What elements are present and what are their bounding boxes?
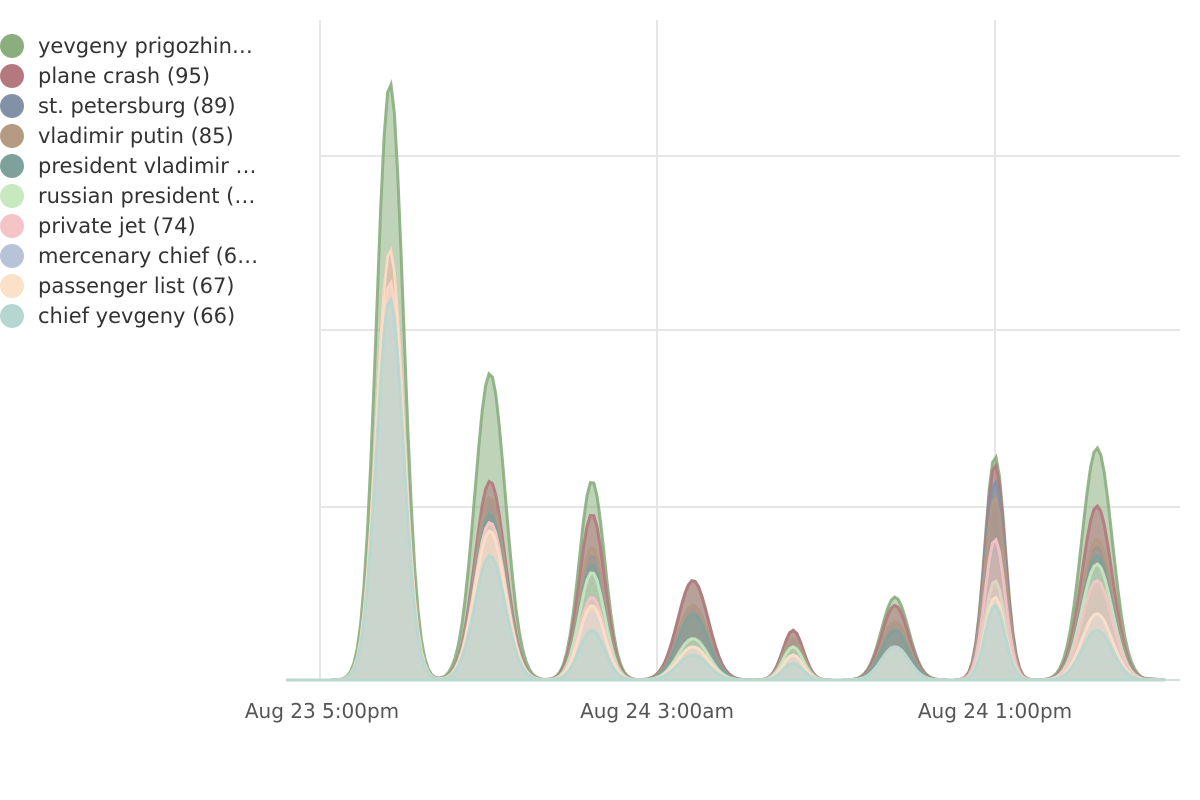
x-tick-label: Aug 24 1:00pm (918, 699, 1072, 723)
legend-swatch-icon (0, 274, 24, 298)
legend-swatch-icon (0, 244, 24, 268)
grid-lines (310, 20, 1180, 681)
legend-item[interactable]: chief yevgeny (66) (0, 301, 290, 331)
legend-swatch-icon (0, 34, 24, 58)
legend-item[interactable]: russian president (… (0, 181, 290, 211)
series-areas (286, 79, 1166, 682)
legend-item[interactable]: st. petersburg (89) (0, 91, 290, 121)
legend-swatch-icon (0, 184, 24, 208)
series-area-9[interactable] (286, 295, 1166, 682)
legend-swatch-icon (0, 94, 24, 118)
legend-item[interactable]: vladimir putin (85) (0, 121, 290, 151)
x-axis: Aug 23 5:00pm Aug 24 3:00am Aug 24 1:00pm (245, 699, 1072, 723)
legend-item[interactable]: president vladimir … (0, 151, 290, 181)
legend-item[interactable]: mercenary chief (6… (0, 241, 290, 271)
legend-item[interactable]: plane crash (95) (0, 61, 290, 91)
series-area-0[interactable] (286, 79, 1166, 682)
legend-swatch-icon (0, 154, 24, 178)
legend-swatch-icon (0, 64, 24, 88)
legend-item[interactable]: private jet (74) (0, 211, 290, 241)
x-tick-label: Aug 24 3:00am (580, 699, 734, 723)
x-tick-label: Aug 23 5:00pm (245, 699, 399, 723)
legend-swatch-icon (0, 214, 24, 238)
legend: yevgeny prigozhin… plane crash (95) st. pe… (0, 31, 290, 331)
legend-item[interactable]: passenger list (67) (0, 271, 290, 301)
legend-item[interactable]: yevgeny prigozhin… (0, 31, 290, 61)
legend-swatch-icon (0, 304, 24, 328)
legend-swatch-icon (0, 124, 24, 148)
